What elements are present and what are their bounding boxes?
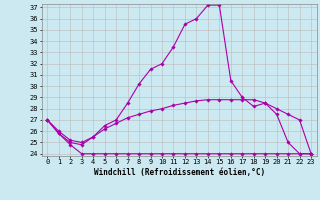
X-axis label: Windchill (Refroidissement éolien,°C): Windchill (Refroidissement éolien,°C) — [94, 168, 265, 177]
